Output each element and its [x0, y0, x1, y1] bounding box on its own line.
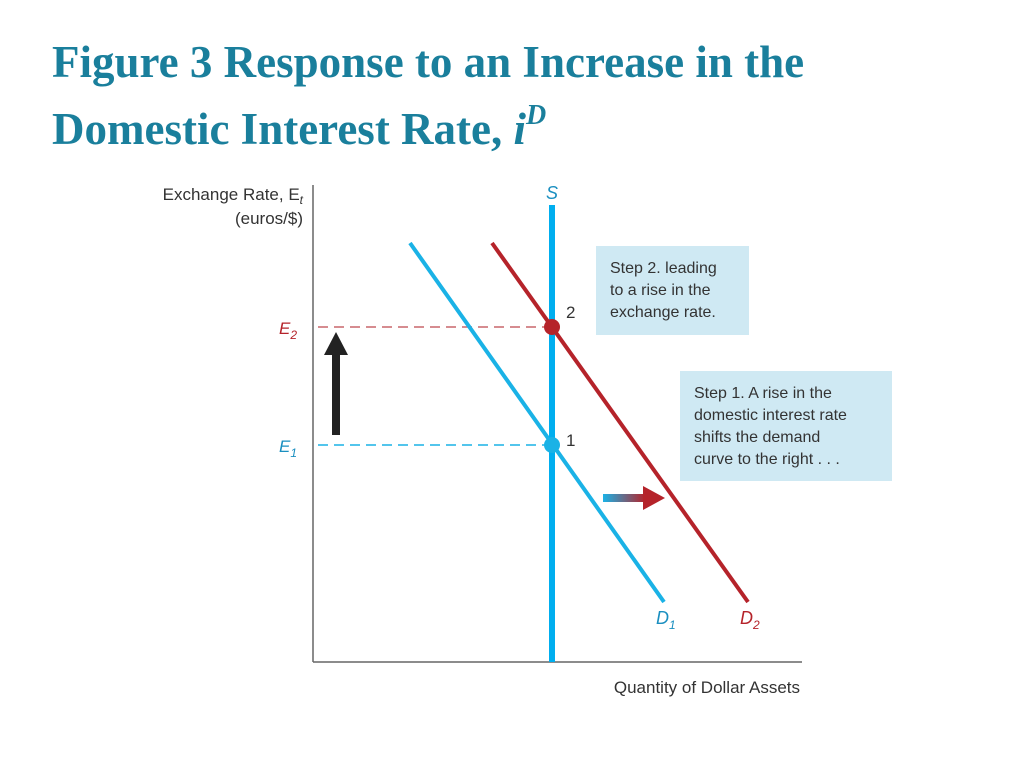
- title-line-2: Domestic Interest Rate,: [52, 104, 514, 154]
- title-line-1: Figure 3 Response to an Increase in the: [52, 37, 805, 87]
- rise-arrow-head: [324, 332, 348, 355]
- step2-callout-text: Step 2. leading to a rise in the exchang…: [610, 260, 721, 321]
- point-2-label: 2: [566, 303, 575, 322]
- slide-title: Figure 3 Response to an Increase in the …: [52, 34, 992, 158]
- demand-curve-d1: [408, 241, 666, 604]
- equilibrium-point-2: [544, 319, 560, 335]
- point-1-label: 1: [566, 431, 575, 450]
- y-axis-unit: (euros/$): [235, 209, 303, 228]
- step2-callout-box: [596, 246, 749, 335]
- x-axis-label: Quantity of Dollar Assets: [614, 678, 800, 697]
- d1-label: D1: [656, 608, 676, 632]
- title-superscript: D: [526, 100, 547, 131]
- step1-callout-box: [680, 371, 892, 481]
- shift-arrow-shaft: [603, 494, 645, 502]
- supply-label: S: [546, 183, 558, 203]
- demand-curve-d2: [490, 241, 750, 604]
- step1-callout-text: Step 1. A rise in the domestic interest …: [694, 385, 851, 468]
- e2-tick-label: E2: [279, 319, 297, 342]
- shift-arrow-head: [643, 486, 665, 510]
- title-variable: i: [513, 104, 527, 154]
- equilibrium-point-1: [544, 437, 560, 453]
- e1-tick-label: E1: [279, 437, 297, 460]
- d2-label: D2: [740, 608, 760, 632]
- y-axis-label: Exchange Rate, Et: [163, 185, 304, 207]
